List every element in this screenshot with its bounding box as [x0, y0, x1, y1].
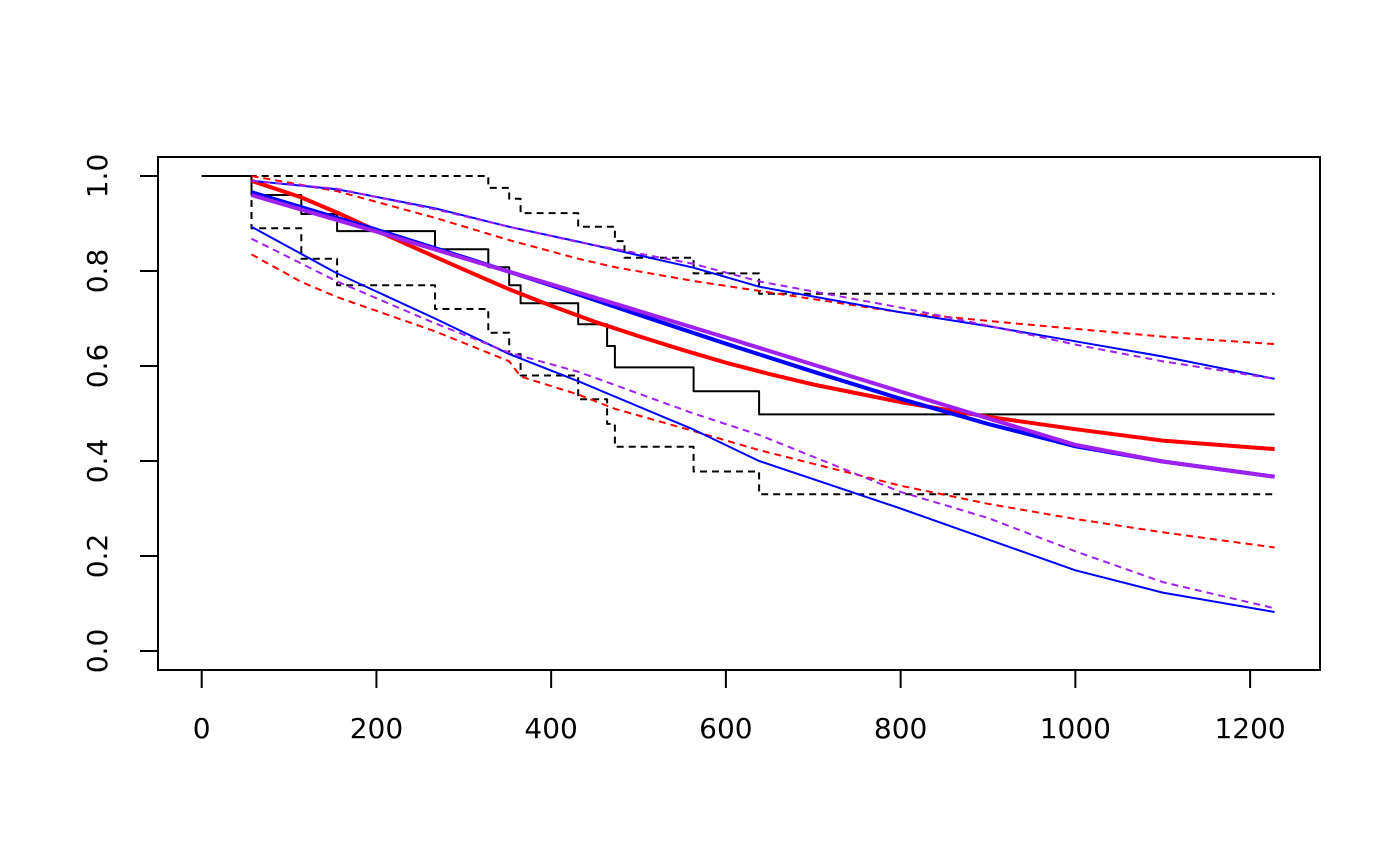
y-tick-label: 0.2 [81, 534, 114, 579]
x-tick-label: 400 [524, 712, 577, 745]
x-tick-label: 800 [874, 712, 927, 745]
series-line-12 [251, 237, 1275, 610]
y-tick-label: 1.0 [81, 154, 114, 199]
x-axis: 0 200 400 600 800 1000 1200 [193, 669, 1286, 745]
y-tick-label: 0.4 [81, 439, 114, 484]
series-line-6 [251, 253, 1275, 549]
series-line-4 [250, 178, 1275, 452]
series-line-11 [251, 179, 1275, 380]
x-tick-label: 1200 [1214, 712, 1285, 745]
series-line-10 [250, 193, 1275, 479]
series-line-5 [251, 175, 1275, 346]
series-line-9 [251, 225, 1275, 613]
x-tick-label: 200 [350, 712, 403, 745]
x-tick-label: 0 [193, 712, 211, 745]
series-line-3 [250, 176, 1275, 496]
x-tick-label: 1000 [1040, 712, 1111, 745]
series-line-1 [201, 175, 1275, 416]
y-tick-label: 0.8 [81, 249, 114, 294]
plot-lines [201, 175, 1275, 613]
y-tick-label: 0.0 [81, 629, 114, 674]
y-tick-label: 0.6 [81, 344, 114, 389]
y-axis: 0.0 0.2 0.4 0.6 0.8 1.0 [81, 154, 159, 674]
series-line-2 [201, 175, 1275, 295]
x-tick-label: 600 [699, 712, 752, 745]
